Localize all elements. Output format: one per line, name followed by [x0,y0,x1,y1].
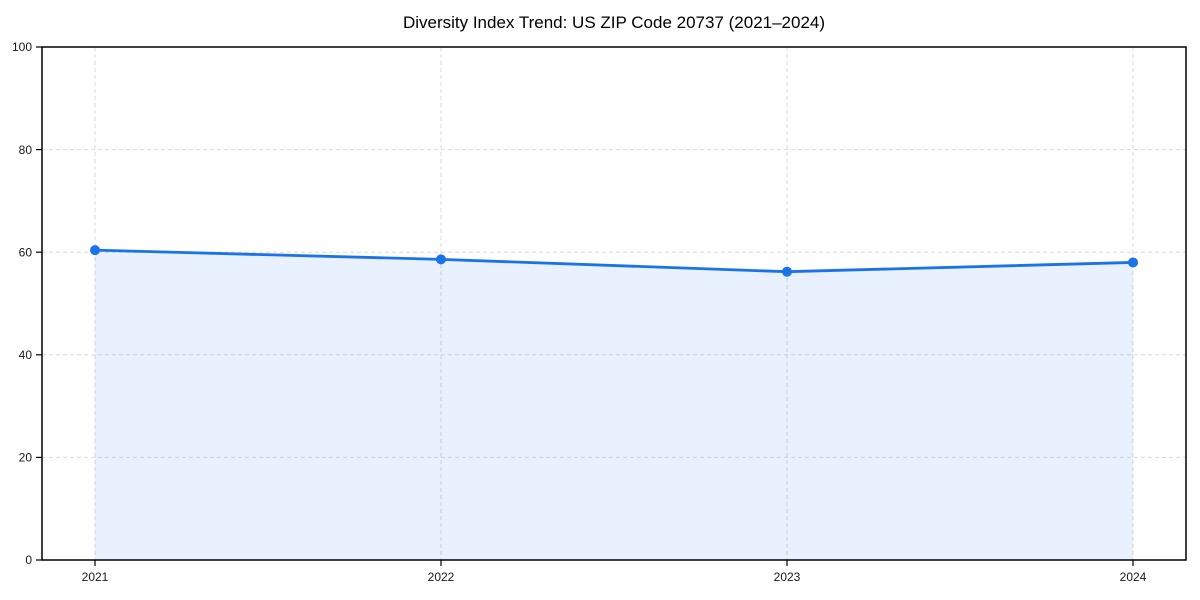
chart-title: Diversity Index Trend: US ZIP Code 20737… [402,13,826,32]
y-tick-label-0: 0 [25,553,32,567]
x-tick-label-2021: 2021 [82,570,109,584]
x-tick-label-2023: 2023 [774,570,801,584]
y-tick-label-80: 80 [19,143,33,157]
data-point-2023 [782,266,792,277]
x-tick-label-2022: 2022 [428,570,455,584]
y-tick-label-60: 60 [19,245,33,259]
data-point-2021 [90,245,100,256]
plot-border [41,46,1187,561]
x-tick-label-2024: 2024 [1120,570,1147,584]
data-point-2024 [1128,257,1138,268]
y-tick-label-20: 20 [19,451,33,465]
area-fill [95,250,1133,560]
data-point-2022 [436,254,446,265]
y-tick-label-40: 40 [19,348,33,362]
trend-line [93,248,1135,274]
y-tick-label-100: 100 [12,40,32,54]
